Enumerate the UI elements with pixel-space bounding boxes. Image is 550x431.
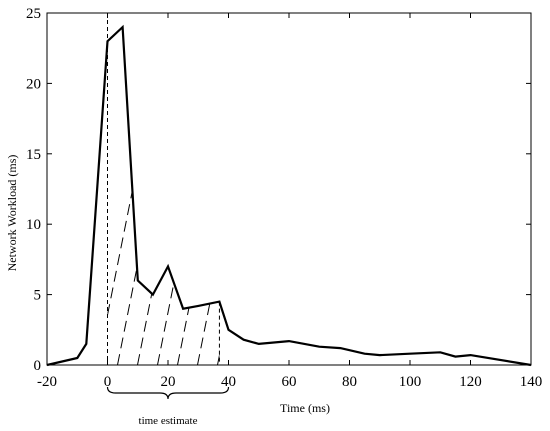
x-tick-label: 0 (104, 374, 112, 390)
y-tick-label: 10 (26, 217, 41, 233)
time-estimate-label: time estimate (139, 415, 198, 427)
y-tick-label: 25 (26, 6, 41, 22)
x-axis-ticks: -20 0 20 40 60 80 100 120 140 (37, 13, 542, 390)
x-tick-label: 80 (342, 374, 357, 390)
y-axis-ticks: 0 5 10 15 20 25 (26, 6, 531, 374)
y-axis-title: Network Workload (ms) (5, 155, 19, 272)
hatch-line (197, 27, 220, 366)
hatch-line (117, 27, 188, 366)
x-tick-label: -20 (37, 374, 57, 390)
hatch-line (298, 15, 368, 365)
x-tick-label: 140 (520, 374, 543, 390)
x-tick-label: 60 (282, 374, 297, 390)
time-estimate-brace (106, 386, 230, 400)
hatch-line (137, 27, 208, 366)
y-tick-label: 15 (26, 147, 41, 163)
y-tick-label: 0 (34, 358, 42, 374)
x-tick-label: 20 (161, 374, 176, 390)
plot-frame (46, 12, 532, 366)
hatch-line (217, 27, 220, 366)
hatch-line (258, 15, 328, 365)
y-tick-label: 5 (34, 288, 42, 304)
workload-series-line (46, 24, 532, 367)
hatch-line (157, 27, 220, 366)
x-tick-label: 120 (459, 374, 482, 390)
y-tick-label: 20 (26, 76, 41, 92)
x-tick-label: 40 (221, 374, 236, 390)
x-tick-label: 100 (399, 374, 422, 390)
shaded-area-hatching (107, 15, 368, 366)
hatch-line (177, 27, 220, 366)
hatch-line (278, 15, 348, 365)
x-axis-title: Time (ms) (280, 401, 330, 415)
hatch-line (238, 15, 308, 365)
